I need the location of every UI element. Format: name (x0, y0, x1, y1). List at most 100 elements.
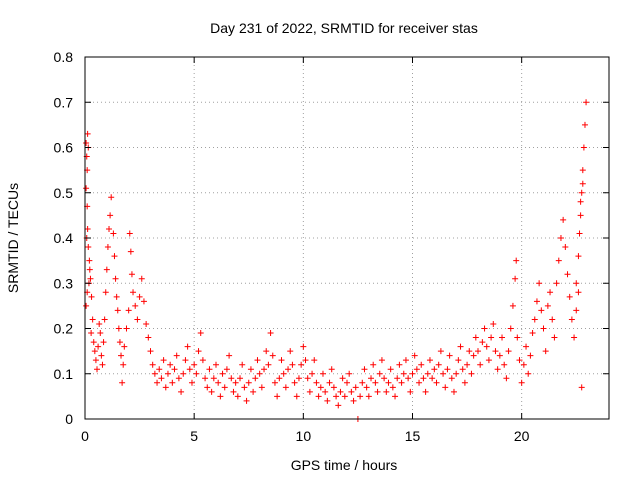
data-point (136, 293, 143, 300)
data-point (254, 357, 261, 364)
data-point (221, 384, 228, 391)
x-tick-label: 0 (81, 428, 89, 444)
data-point (523, 343, 530, 350)
data-point (160, 357, 167, 364)
data-point (295, 375, 302, 382)
data-point (95, 343, 102, 350)
data-point (195, 348, 202, 355)
data-point (158, 375, 165, 382)
data-point (538, 307, 545, 314)
data-point (440, 370, 447, 377)
data-point (197, 330, 204, 337)
data-point (455, 357, 462, 364)
data-point (576, 230, 583, 237)
data-point (89, 316, 96, 323)
data-point (551, 334, 558, 341)
data-point (459, 366, 466, 373)
data-point (413, 366, 420, 373)
data-point (304, 375, 311, 382)
data-point (337, 388, 344, 395)
data-point (577, 212, 584, 219)
data-point (461, 379, 468, 386)
data-point (365, 393, 372, 400)
data-point (120, 361, 127, 368)
data-point (309, 370, 316, 377)
data-point (241, 384, 248, 391)
data-point (499, 334, 506, 341)
data-point (245, 379, 252, 386)
data-point (132, 302, 139, 309)
data-point (378, 357, 385, 364)
y-tick-label: 0.6 (54, 140, 74, 156)
data-point (106, 225, 113, 232)
data-point (457, 343, 464, 350)
data-point (110, 230, 117, 237)
data-point (568, 316, 575, 323)
data-point (115, 325, 122, 332)
data-point (199, 357, 206, 364)
data-point (544, 302, 551, 309)
data-point (394, 375, 401, 382)
data-point (407, 388, 414, 395)
x-tick-labels: 0 5 10 15 20 (81, 428, 530, 444)
data-point (578, 384, 585, 391)
data-point (578, 189, 585, 196)
data-point (193, 370, 200, 377)
data-point (84, 130, 91, 137)
data-point (577, 198, 584, 205)
data-point (114, 307, 121, 314)
data-point (435, 361, 442, 368)
data-point (119, 379, 126, 386)
data-point (339, 375, 346, 382)
data-point (374, 388, 381, 395)
data-point (341, 393, 348, 400)
data-point (102, 289, 109, 296)
data-point (442, 384, 449, 391)
data-point (566, 293, 573, 300)
data-point (287, 348, 294, 355)
data-point (88, 330, 95, 337)
data-point (186, 366, 193, 373)
data-point (575, 289, 582, 296)
data-point (368, 375, 375, 382)
data-point (204, 384, 211, 391)
data-point (549, 316, 556, 323)
data-point (357, 393, 364, 400)
data-point (418, 361, 425, 368)
data-point (116, 339, 123, 346)
data-point (107, 212, 114, 219)
data-point (84, 225, 91, 232)
data-point (96, 320, 103, 327)
data-point (422, 388, 429, 395)
data-point (298, 361, 305, 368)
data-point (405, 375, 412, 382)
x-tick-label: 15 (405, 428, 421, 444)
data-point (464, 361, 471, 368)
data-point (557, 235, 564, 241)
data-point (437, 348, 444, 355)
data-point (514, 334, 521, 341)
data-point (513, 257, 520, 264)
data-point (503, 375, 510, 382)
y-tick-labels: 0 0.1 0.2 0.3 0.4 0.5 0.6 0.7 0.8 (54, 49, 74, 427)
data-point (300, 343, 307, 350)
data-point (392, 393, 399, 400)
data-point (492, 348, 499, 355)
data-point (317, 384, 324, 391)
data-point (83, 139, 90, 146)
data-point (271, 379, 278, 386)
data-point (83, 185, 90, 192)
data-point (164, 370, 171, 377)
data-point (223, 366, 230, 373)
data-point (169, 379, 176, 386)
data-point (234, 393, 241, 400)
data-point (258, 384, 265, 391)
data-point (113, 293, 120, 300)
data-point (173, 352, 180, 359)
data-point (130, 289, 137, 296)
data-point (575, 253, 582, 260)
data-point (311, 357, 318, 364)
data-point (126, 230, 133, 237)
data-point (112, 275, 119, 282)
x-axis-label: GPS time / hours (291, 457, 398, 473)
